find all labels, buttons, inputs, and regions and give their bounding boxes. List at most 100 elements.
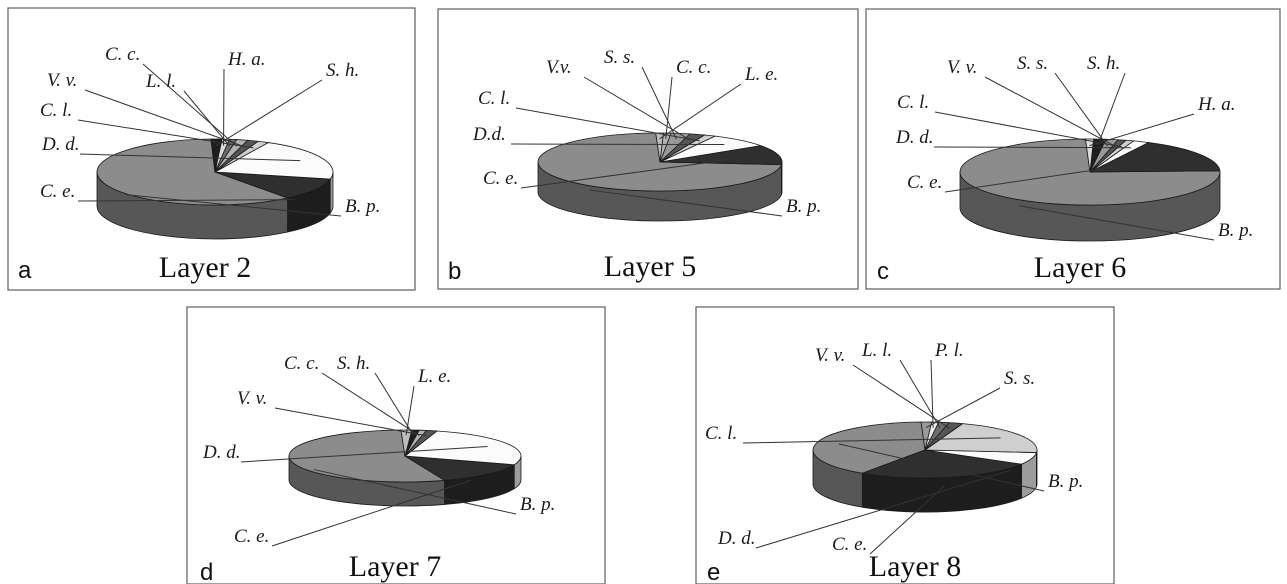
slice-label: C. c. [284,353,319,374]
slice-label: V.v. [546,57,572,78]
leader-line [405,385,415,436]
pie-slice-ce [659,145,783,166]
slice-label: C. e. [907,172,942,193]
slice-label: C. l. [705,423,737,444]
panel-title: Layer 7 [349,550,441,583]
pie-slice-dd [213,142,334,180]
panel-letter: c [877,258,889,285]
leader-line [1089,113,1195,147]
pie-wall-ce [781,161,783,195]
leader-line [77,199,295,202]
leader-line [510,143,725,146]
panel-letter: d [200,559,213,584]
pie-slice-ss [920,421,933,451]
slice-label: B. p. [1048,471,1083,492]
slice-label: C. e. [483,168,518,189]
slice-label: L. l. [145,71,176,92]
pie-panel-c: B. p. C. e. D. d. C. l. V. v. S. s. S. h. H. a.… [865,8,1281,290]
slice-label: C. l. [478,88,510,109]
leader-line [934,111,1122,148]
slice-label: S. s. [1017,53,1048,74]
slice-label: C. c. [105,44,140,65]
leader-line [77,119,254,149]
pie-slice-bp [812,421,926,474]
panel-title: Layer 8 [869,550,961,583]
slice-label: C. e. [234,526,269,547]
leader-line [321,372,420,436]
leader-line [142,63,238,147]
leader-line [838,443,1045,492]
slice-label: C. l. [40,100,72,121]
pie-slice-bp [288,429,446,483]
leader-line [215,79,323,147]
slice-label: L. l. [861,340,892,361]
slice-label: V. v. [237,388,267,409]
panel-letter: b [448,258,461,285]
leader-line [1018,205,1215,241]
leader-line [374,372,414,436]
pie-panel-e: B. p. C. e. D. d. C. l. V. v. L. l. P. l. S. s.… [695,306,1115,584]
pie-panel-b: B. p. C. e. D.d. C. l. V.v. S. s. C. c. L. e. La… [437,8,859,290]
leader-line [79,153,301,162]
slice-label: D. d. [895,127,933,148]
slice-label: L. e. [744,64,778,85]
leader-line [84,89,246,148]
slice-label: C. e. [832,534,867,555]
leader-line [240,445,488,463]
pie-slice-ce [214,171,332,199]
slice-label: C. l. [897,92,929,113]
slice-label: S. s. [1004,368,1035,389]
leader-line [589,189,783,217]
leader-line [520,155,755,189]
panel-letter: e [707,559,720,584]
slice-label: H. a. [227,49,265,70]
slice-label: L. e. [417,366,451,387]
pie-slice-le [400,429,413,457]
slice-label: S. h. [1087,53,1120,74]
slice-label: V. v. [947,57,977,78]
leader-line [852,364,950,429]
leader-line [515,107,700,142]
slice-label: H. a. [1197,94,1235,115]
slice-label: V. v. [815,345,845,366]
leader-line [925,387,1001,429]
pie-panel-a: B. p. C. e. D. d. C. l. V. v. C. c.L. l. H. a.… [7,7,416,291]
slice-label: D. d. [717,528,755,549]
slice-label: S. s. [604,47,635,68]
leader-line [271,479,472,547]
leader-line [126,194,342,217]
leader-line [869,485,946,555]
slice-label: P. l. [934,340,964,361]
leader-line [933,146,1131,149]
pie-slice-ce [404,455,516,481]
slice-label: D.d. [472,124,506,145]
leader-line [984,76,1116,147]
leader-line [183,90,230,147]
slice-label: D. d. [41,134,79,155]
leader-line [944,157,1178,193]
panel-title: Layer 5 [604,250,696,283]
leader-line [665,76,673,139]
leader-line [1054,72,1108,147]
leader-line [274,407,427,437]
leader-line [313,469,517,515]
panel-title: Layer 2 [159,251,251,284]
slice-label: B. p. [345,196,380,217]
pie-slice-ce [1089,142,1221,173]
leader-line [742,437,1001,444]
slice-label: C. c. [676,57,711,78]
slice-label: D. d. [202,442,240,463]
leader-line [899,359,941,429]
pie-slice-ce [860,449,1024,479]
slice-label: C. e. [40,181,75,202]
panel-letter: a [18,257,32,284]
slice-label: S. h. [326,60,359,81]
leader-line [659,83,742,140]
panel-title: Layer 6 [1034,251,1126,284]
pie-panel-d: B. p. C. e. D. d. V. v. C. c. S. h. L. e. Layer… [186,306,606,584]
slice-label: B. p. [520,494,555,515]
leader-line [641,66,677,140]
leader-line [930,359,934,428]
leader-line [1097,72,1126,146]
